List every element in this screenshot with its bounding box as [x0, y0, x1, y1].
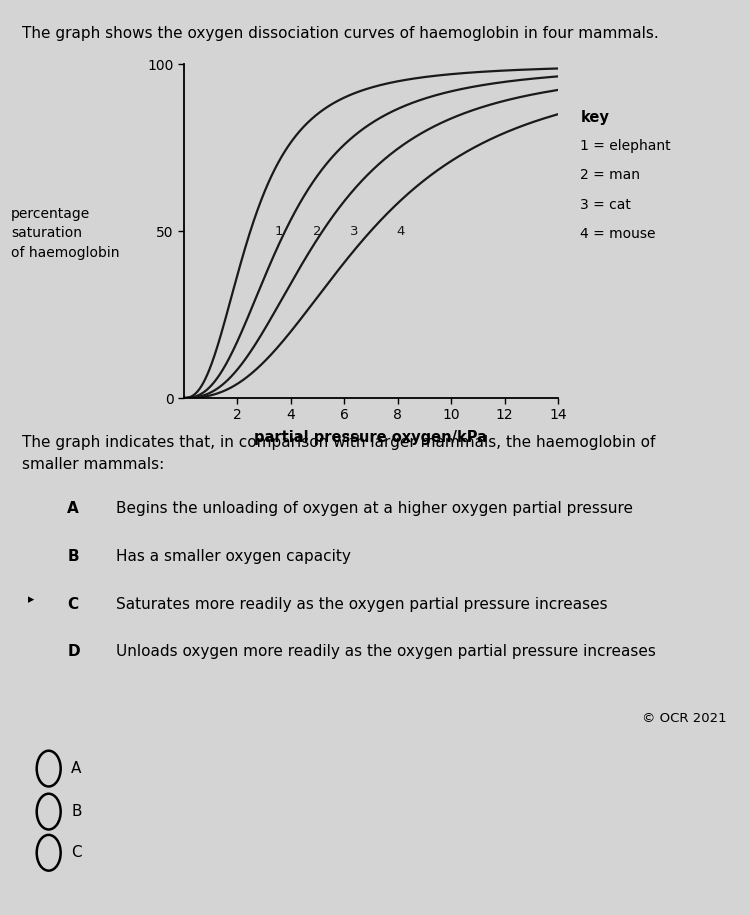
- Text: C: C: [67, 597, 79, 611]
- Text: A: A: [67, 501, 79, 516]
- Text: 3 = cat: 3 = cat: [580, 198, 631, 211]
- Text: © OCR 2021: © OCR 2021: [642, 712, 727, 725]
- Text: percentage
saturation
of haemoglobin: percentage saturation of haemoglobin: [11, 207, 120, 260]
- Text: B: B: [67, 549, 79, 564]
- Text: 1 = elephant: 1 = elephant: [580, 139, 671, 153]
- Text: A: A: [71, 761, 82, 776]
- Text: key: key: [580, 110, 610, 124]
- Text: Saturates more readily as the oxygen partial pressure increases: Saturates more readily as the oxygen par…: [116, 597, 607, 611]
- Text: 2: 2: [313, 224, 321, 238]
- Text: Has a smaller oxygen capacity: Has a smaller oxygen capacity: [116, 549, 351, 564]
- Text: 2 = man: 2 = man: [580, 168, 640, 182]
- Text: 1: 1: [274, 224, 282, 238]
- Text: B: B: [71, 804, 82, 819]
- Text: 4: 4: [396, 224, 404, 238]
- Text: The graph indicates that, in comparison with larger mammals, the haemoglobin of
: The graph indicates that, in comparison …: [22, 435, 656, 472]
- Text: Begins the unloading of oxygen at a higher oxygen partial pressure: Begins the unloading of oxygen at a high…: [116, 501, 633, 516]
- Text: Unloads oxygen more readily as the oxygen partial pressure increases: Unloads oxygen more readily as the oxyge…: [116, 644, 656, 659]
- Text: 4 = mouse: 4 = mouse: [580, 227, 656, 241]
- Text: ▸: ▸: [28, 593, 34, 606]
- Text: 3: 3: [351, 224, 359, 238]
- Text: D: D: [67, 644, 80, 659]
- Text: C: C: [71, 845, 82, 860]
- X-axis label: partial pressure oxygen/kPa: partial pressure oxygen/kPa: [254, 430, 488, 445]
- Text: The graph shows the oxygen dissociation curves of haemoglobin in four mammals.: The graph shows the oxygen dissociation …: [22, 26, 659, 40]
